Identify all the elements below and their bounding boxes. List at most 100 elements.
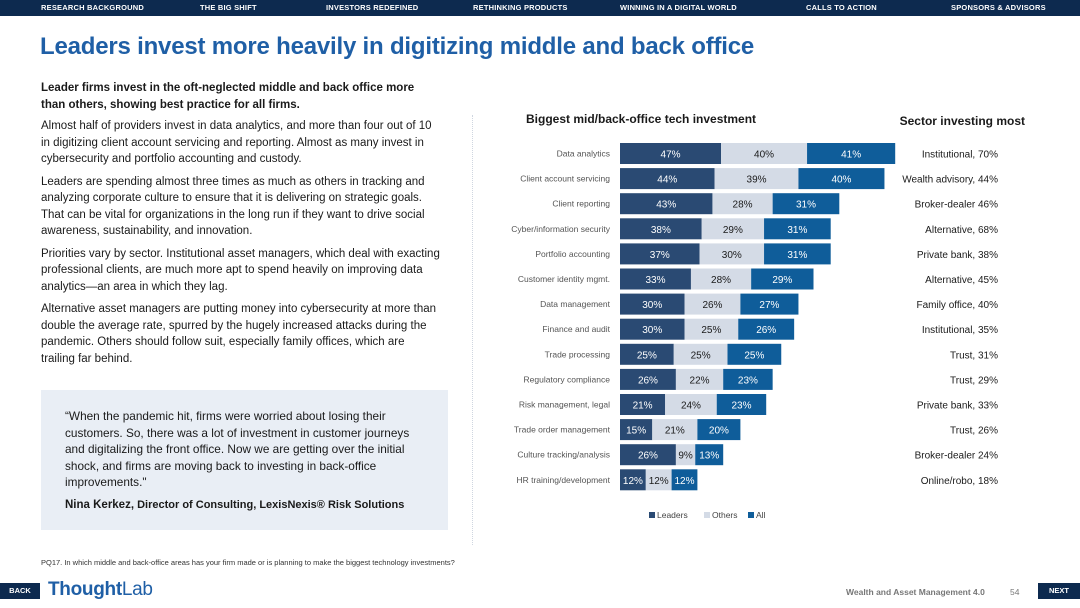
data-label-leaders: 37% bbox=[650, 250, 670, 261]
sector-most-label: Private bank, 33% bbox=[917, 401, 998, 412]
data-label-leaders: 12% bbox=[623, 476, 643, 487]
bar-others bbox=[665, 394, 717, 415]
data-label-all: 27% bbox=[759, 300, 779, 311]
sector-most-label: Alternative, 45% bbox=[925, 275, 998, 286]
data-label-all: 12% bbox=[674, 476, 694, 487]
bar-others bbox=[652, 419, 698, 441]
data-label-all: 31% bbox=[787, 225, 807, 236]
bar-leaders bbox=[620, 268, 691, 290]
data-label-all: 25% bbox=[744, 350, 764, 361]
bar-leaders bbox=[620, 143, 722, 164]
quote-text: “When the pandemic hit, firms were worri… bbox=[65, 409, 410, 489]
quote-author-name: Nina Kerkez, bbox=[65, 498, 135, 511]
legend-label-leaders: Leaders bbox=[657, 510, 688, 520]
bar-others bbox=[675, 444, 696, 466]
nav-research-background[interactable]: RESEARCH BACKGROUND bbox=[41, 3, 144, 12]
data-label-leaders: 33% bbox=[645, 275, 665, 286]
bar-others bbox=[684, 293, 741, 315]
bar-leaders bbox=[620, 318, 685, 340]
data-label-leaders: 25% bbox=[637, 350, 657, 361]
data-label-leaders: 21% bbox=[633, 401, 653, 412]
bar-all bbox=[727, 343, 782, 365]
sector-most-label: Online/robo, 18% bbox=[921, 476, 998, 487]
category-label: Portfolio accounting bbox=[535, 249, 610, 259]
bar-all bbox=[697, 419, 741, 441]
category-label: Customer identity mgmt. bbox=[518, 274, 610, 284]
category-label: Cyber/information security bbox=[511, 224, 610, 234]
category-label: Culture tracking/analysis bbox=[517, 450, 610, 460]
bar-leaders bbox=[620, 368, 676, 390]
bar-all bbox=[740, 293, 799, 315]
data-label-others: 39% bbox=[747, 175, 767, 186]
nav-sponsors-advisors[interactable]: SPONSORS & ADVISORS bbox=[951, 3, 1046, 12]
page-title: Leaders invest more heavily in digitizin… bbox=[40, 33, 755, 60]
bar-all bbox=[807, 143, 896, 164]
data-label-leaders: 44% bbox=[657, 175, 677, 186]
bar-others bbox=[675, 368, 724, 390]
data-label-others: 22% bbox=[690, 375, 710, 386]
category-label: Trade processing bbox=[545, 349, 611, 359]
category-label: Risk management, legal bbox=[519, 400, 610, 410]
bar-all bbox=[716, 394, 767, 415]
bar-leaders bbox=[620, 168, 715, 190]
back-button[interactable]: BACK bbox=[0, 583, 40, 599]
sector-title: Sector investing most bbox=[900, 114, 1025, 128]
category-label: HR training/development bbox=[516, 475, 610, 485]
bar-all bbox=[695, 444, 724, 466]
nav-investors-redefined[interactable]: INVESTORS REDEFINED bbox=[326, 3, 419, 12]
category-label: Data management bbox=[540, 299, 611, 309]
data-label-leaders: 26% bbox=[638, 375, 658, 386]
data-label-others: 40% bbox=[754, 150, 774, 161]
sector-most-label: Institutional, 70% bbox=[922, 150, 998, 161]
bar-all bbox=[671, 469, 698, 491]
bar-all bbox=[723, 368, 773, 390]
nav-the-big-shift[interactable]: THE BIG SHIFT bbox=[200, 3, 257, 12]
next-button[interactable]: NEXT bbox=[1038, 583, 1080, 599]
data-label-leaders: 30% bbox=[642, 325, 662, 336]
column-divider bbox=[472, 115, 473, 545]
nav-winning-digital-world[interactable]: WINNING IN A DIGITAL WORLD bbox=[620, 3, 737, 12]
bar-leaders bbox=[620, 293, 685, 315]
data-label-others: 24% bbox=[681, 401, 701, 412]
thoughtlab-logo: ThoughtLab bbox=[48, 579, 153, 601]
data-label-others: 30% bbox=[722, 250, 742, 261]
bar-others bbox=[645, 469, 672, 491]
legend-swatch-all bbox=[748, 512, 754, 518]
bar-others bbox=[699, 243, 765, 265]
nav-rethinking-products[interactable]: RETHINKING PRODUCTS bbox=[473, 3, 568, 12]
nav-calls-to-action[interactable]: CALLS TO ACTION bbox=[806, 3, 877, 12]
bar-leaders bbox=[620, 218, 702, 240]
page-number: 54 bbox=[1010, 587, 1020, 597]
bar-leaders bbox=[620, 193, 713, 215]
category-label: Regulatory compliance bbox=[524, 374, 611, 384]
sector-most-label: Private bank, 38% bbox=[917, 250, 998, 261]
bar-leaders bbox=[620, 444, 676, 466]
data-label-others: 9% bbox=[678, 451, 693, 462]
bar-leaders bbox=[620, 343, 674, 365]
bar-others bbox=[690, 268, 752, 290]
investment-chart: Biggest mid/back-office tech investment … bbox=[511, 112, 1025, 520]
legend-swatch-others bbox=[704, 512, 710, 518]
category-label: Trade order management bbox=[514, 425, 611, 435]
sector-most-label: Trust, 29% bbox=[950, 375, 998, 386]
data-label-others: 21% bbox=[665, 426, 685, 437]
bar-leaders bbox=[620, 394, 666, 415]
footnote: PQ17. In which middle and back-office ar… bbox=[41, 558, 455, 567]
legend-label-all: All bbox=[756, 510, 766, 520]
quote-box: “When the pandemic hit, firms were worri… bbox=[41, 390, 448, 530]
data-label-all: 13% bbox=[699, 451, 719, 462]
bar-others bbox=[684, 318, 739, 340]
lead-paragraph: Leader firms invest in the oft-neglected… bbox=[41, 82, 415, 111]
sector-most-label: Wealth advisory, 44% bbox=[902, 175, 998, 186]
data-label-others: 12% bbox=[649, 476, 669, 487]
sector-most-label: Institutional, 35% bbox=[922, 325, 998, 336]
sector-most-label: Family office, 40% bbox=[916, 300, 998, 311]
bar-all bbox=[738, 318, 795, 340]
bar-all bbox=[764, 218, 831, 240]
data-label-all: 23% bbox=[731, 401, 751, 412]
data-label-leaders: 30% bbox=[642, 300, 662, 311]
report-label: Wealth and Asset Management 4.0 bbox=[846, 587, 985, 597]
bar-others bbox=[712, 193, 773, 215]
data-label-others: 28% bbox=[733, 200, 753, 211]
legend-label-others: Others bbox=[712, 510, 738, 520]
